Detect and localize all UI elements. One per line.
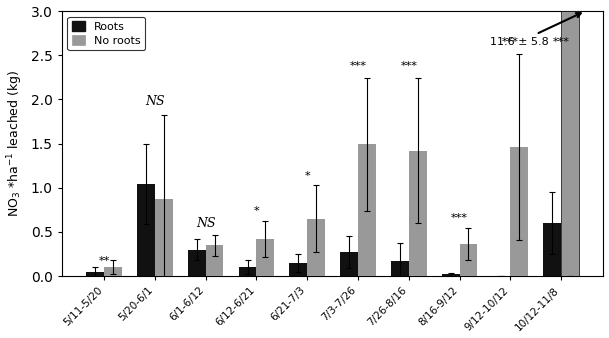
Bar bbox=[104, 267, 122, 276]
Text: ***: *** bbox=[552, 37, 569, 46]
Bar bbox=[188, 249, 206, 276]
Text: **: ** bbox=[99, 256, 110, 265]
Bar bbox=[289, 263, 307, 276]
Bar bbox=[206, 245, 224, 276]
Text: ***: *** bbox=[350, 61, 367, 71]
Bar bbox=[307, 219, 325, 276]
Bar bbox=[561, 11, 579, 276]
Bar bbox=[155, 199, 173, 276]
Text: *: * bbox=[253, 206, 259, 216]
Bar bbox=[86, 272, 104, 276]
Bar bbox=[340, 252, 358, 276]
Bar bbox=[543, 223, 561, 276]
Bar bbox=[510, 147, 528, 276]
Text: ***: *** bbox=[502, 37, 519, 46]
Legend: Roots, No roots: Roots, No roots bbox=[67, 17, 145, 50]
Y-axis label: NO$_3$ *ha$^{-1}$ leached (kg): NO$_3$ *ha$^{-1}$ leached (kg) bbox=[5, 70, 25, 217]
Bar bbox=[358, 144, 376, 276]
Text: NS: NS bbox=[145, 95, 164, 108]
Text: 11.6 ± 5.8: 11.6 ± 5.8 bbox=[490, 13, 581, 47]
Text: NS: NS bbox=[196, 217, 216, 230]
Bar bbox=[391, 261, 409, 276]
Text: *: * bbox=[304, 171, 310, 180]
Bar bbox=[137, 184, 155, 276]
Bar bbox=[239, 267, 256, 276]
Bar bbox=[409, 151, 426, 276]
Text: ***: *** bbox=[451, 213, 468, 223]
Bar bbox=[256, 239, 274, 276]
Bar bbox=[460, 244, 477, 276]
Bar bbox=[442, 274, 460, 276]
Text: ***: *** bbox=[400, 61, 417, 71]
